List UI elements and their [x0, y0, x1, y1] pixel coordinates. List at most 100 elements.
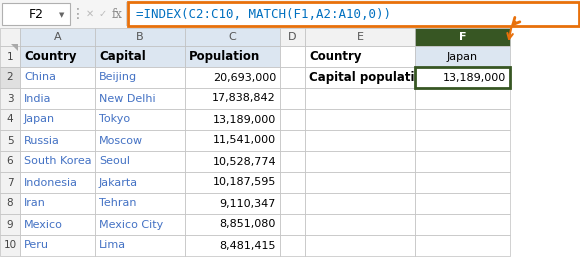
Bar	[0, 28, 20, 46]
Bar	[20, 151, 95, 172]
Text: fx: fx	[111, 7, 122, 20]
Text: 3: 3	[7, 93, 13, 103]
Bar	[305, 109, 415, 130]
Text: C: C	[229, 32, 237, 42]
Text: 9: 9	[7, 220, 13, 230]
Bar	[95, 109, 185, 130]
Text: 8: 8	[7, 198, 13, 208]
Bar	[0, 193, 20, 214]
Text: B: B	[136, 32, 144, 42]
Text: F: F	[459, 32, 466, 42]
Bar	[20, 172, 95, 193]
Text: Country: Country	[24, 50, 77, 63]
Bar	[185, 172, 280, 193]
Bar	[280, 46, 305, 67]
Bar	[20, 235, 95, 256]
Bar	[20, 109, 95, 130]
Bar	[305, 193, 415, 214]
Text: 8,481,415: 8,481,415	[219, 240, 276, 251]
Bar	[305, 46, 415, 67]
Bar	[128, 2, 579, 26]
Text: Jakarta: Jakarta	[99, 178, 138, 188]
Text: Lima: Lima	[99, 240, 126, 251]
Text: 4: 4	[7, 115, 13, 125]
Text: ▼: ▼	[59, 12, 65, 18]
Text: 10,187,595: 10,187,595	[213, 178, 276, 188]
Text: 5: 5	[7, 135, 13, 146]
Bar	[280, 172, 305, 193]
Text: =INDEX(C2:C10, MATCH(F1,A2:A10,0)): =INDEX(C2:C10, MATCH(F1,A2:A10,0))	[136, 7, 391, 20]
Bar	[185, 28, 280, 46]
Bar	[280, 109, 305, 130]
Text: 7: 7	[7, 178, 13, 188]
Bar	[185, 130, 280, 151]
Text: India: India	[24, 93, 52, 103]
Text: China: China	[24, 72, 56, 83]
Text: ⋮: ⋮	[71, 7, 85, 21]
Bar	[280, 130, 305, 151]
Bar	[280, 151, 305, 172]
Bar	[95, 88, 185, 109]
Bar	[305, 28, 415, 46]
Bar	[95, 130, 185, 151]
Text: A: A	[54, 32, 61, 42]
Bar	[415, 67, 510, 88]
Bar	[0, 88, 20, 109]
Bar	[20, 67, 95, 88]
Text: South Korea: South Korea	[24, 157, 92, 166]
Bar	[0, 151, 20, 172]
Bar	[415, 151, 510, 172]
Text: Country: Country	[309, 50, 361, 63]
Bar	[280, 28, 305, 46]
Text: 17,838,842: 17,838,842	[212, 93, 276, 103]
Bar	[0, 0, 580, 28]
Bar	[95, 67, 185, 88]
Bar	[2, 3, 70, 25]
Bar	[415, 28, 510, 46]
Bar	[415, 214, 510, 235]
Text: Seoul: Seoul	[99, 157, 130, 166]
Text: 20,693,000: 20,693,000	[213, 72, 276, 83]
Text: Tehran: Tehran	[99, 198, 136, 208]
Text: 1: 1	[7, 52, 13, 61]
Bar	[280, 67, 305, 88]
Bar	[0, 109, 20, 130]
Text: ✓: ✓	[99, 9, 107, 19]
Bar	[95, 172, 185, 193]
Text: 13,189,000: 13,189,000	[443, 72, 506, 83]
Bar	[185, 235, 280, 256]
Bar	[185, 151, 280, 172]
Text: Peru: Peru	[24, 240, 49, 251]
Bar	[0, 130, 20, 151]
Bar	[280, 214, 305, 235]
Text: 8,851,080: 8,851,080	[220, 220, 276, 230]
Bar	[185, 193, 280, 214]
Bar	[305, 67, 415, 88]
Bar	[305, 235, 415, 256]
Bar	[185, 214, 280, 235]
Text: Mexico City: Mexico City	[99, 220, 163, 230]
Polygon shape	[11, 44, 18, 51]
Bar	[126, 2, 127, 26]
Bar	[305, 214, 415, 235]
Text: Russia: Russia	[24, 135, 60, 146]
Text: Population: Population	[189, 50, 260, 63]
Text: D: D	[288, 32, 297, 42]
Bar	[95, 214, 185, 235]
Bar	[415, 46, 510, 67]
Bar	[20, 46, 95, 67]
Bar	[0, 67, 20, 88]
Bar	[0, 172, 20, 193]
Text: E: E	[357, 32, 364, 42]
Text: F2: F2	[28, 7, 44, 20]
Bar	[305, 88, 415, 109]
Bar	[415, 109, 510, 130]
Bar	[20, 130, 95, 151]
Bar	[0, 214, 20, 235]
Text: Mexico: Mexico	[24, 220, 63, 230]
Text: Capital: Capital	[99, 50, 146, 63]
Bar	[20, 193, 95, 214]
Bar	[185, 109, 280, 130]
Bar	[95, 46, 185, 67]
Text: Japan: Japan	[24, 115, 55, 125]
